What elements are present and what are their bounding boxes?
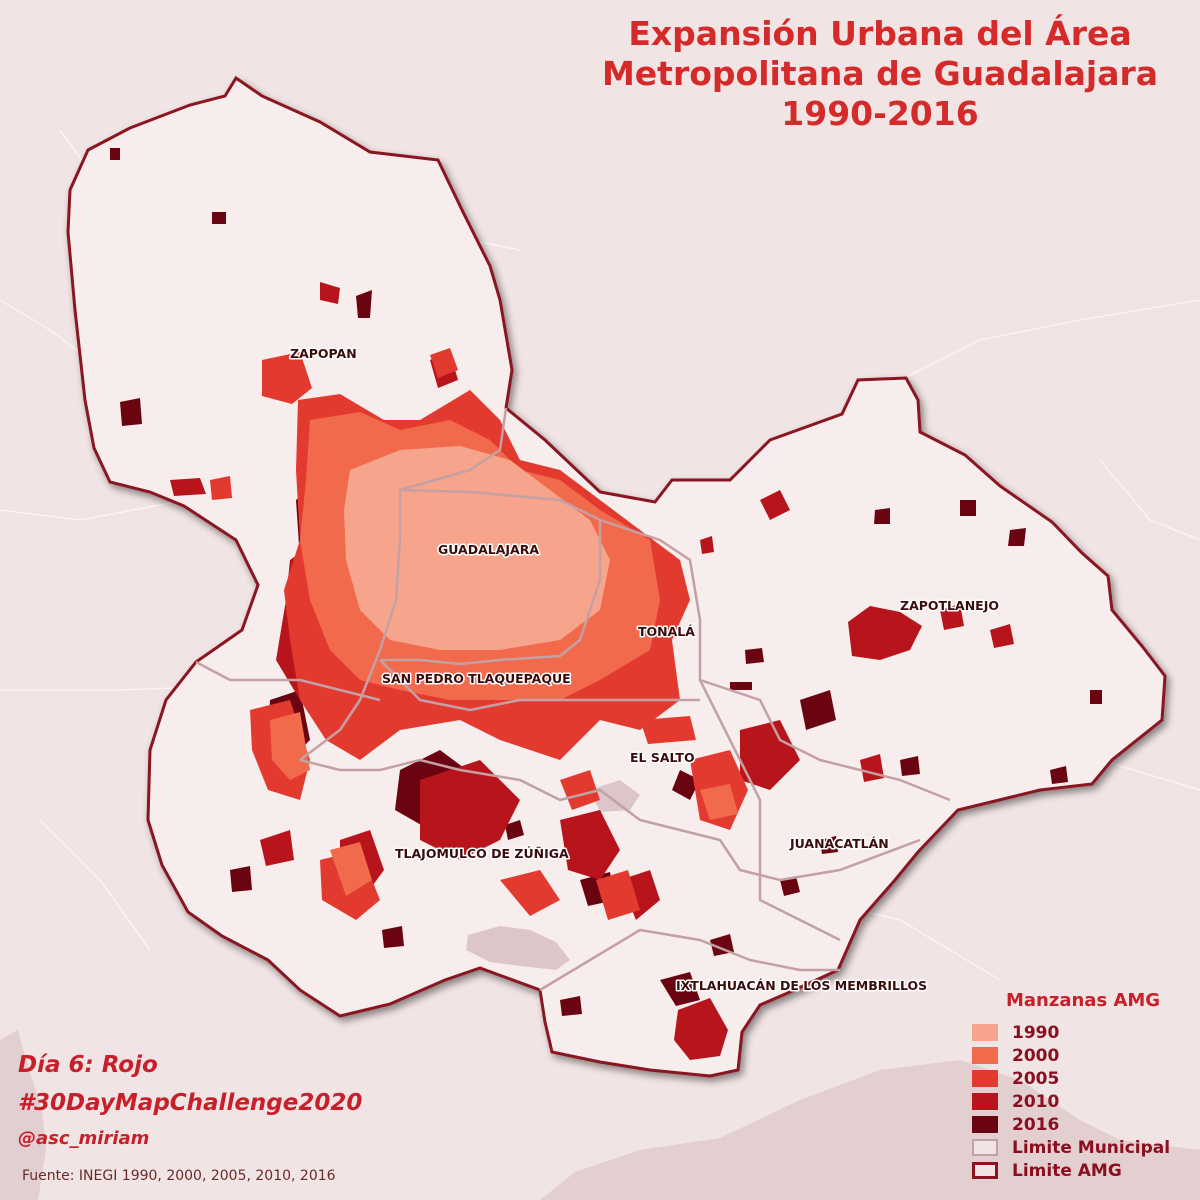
title-line-2: Metropolitana de Guadalajara bbox=[601, 54, 1159, 93]
legend-title: Manzanas AMG bbox=[1006, 990, 1161, 1011]
label-tlaquepaque: SAN PEDRO TLAQUEPAQUE bbox=[382, 671, 571, 686]
label-ixtlahuacan: IXTLAHUACÁN DE LOS MEMBRILLOS bbox=[676, 978, 927, 993]
urban-area-1990 bbox=[344, 446, 610, 650]
legend-swatch-2016 bbox=[972, 1116, 998, 1133]
legend-label-1990: 1990 bbox=[1012, 1022, 1060, 1043]
legend: Manzanas AMG 1990 2000 2005 2010 2016 Li… bbox=[966, 990, 1191, 1182]
legend-label-municipal-limit: Limite Municipal bbox=[1012, 1137, 1171, 1158]
legend-label-2005: 2005 bbox=[1012, 1068, 1060, 1089]
municipal-boundaries bbox=[195, 407, 951, 992]
legend-item-2016: 2016 bbox=[966, 1113, 1191, 1136]
label-tonala: TONALÁ bbox=[638, 624, 695, 639]
legend-swatch-1990 bbox=[972, 1024, 998, 1041]
lake-small bbox=[590, 780, 640, 812]
lake-left bbox=[0, 1030, 46, 1200]
legend-item-2010: 2010 bbox=[966, 1090, 1191, 1113]
legend-item-2000: 2000 bbox=[966, 1044, 1191, 1067]
label-zapotlanejo: ZAPOTLANEJO bbox=[900, 598, 999, 613]
credits: Día 6: Rojo #30DayMapChallenge2020 @asc_… bbox=[18, 1046, 362, 1156]
legend-swatch-municipal-limit bbox=[972, 1139, 998, 1156]
mountain-area-south bbox=[540, 1060, 1200, 1200]
map-title: Expansión Urbana del Área Metropolitana … bbox=[560, 14, 1200, 134]
challenge-day: Día 6: Rojo bbox=[18, 1052, 158, 1078]
legend-item-2005: 2005 bbox=[966, 1067, 1191, 1090]
label-el-salto: EL SALTO bbox=[630, 750, 695, 765]
label-zapopan: ZAPOPAN bbox=[290, 346, 357, 361]
label-tlajomulco: TLAJOMULCO DE ZÚÑIGA bbox=[395, 846, 569, 861]
legend-swatch-amg-limit bbox=[972, 1162, 998, 1179]
legend-label-2016: 2016 bbox=[1012, 1114, 1060, 1135]
label-juanacatlan: JUANACATLÁN bbox=[789, 836, 889, 851]
data-source: Fuente: INEGI 1990, 2000, 2005, 2010, 20… bbox=[22, 1168, 336, 1184]
legend-label-2010: 2010 bbox=[1012, 1091, 1060, 1112]
lake-cajititlan bbox=[466, 926, 570, 970]
legend-item-municipal-limit: Limite Municipal bbox=[966, 1136, 1191, 1159]
title-line-3: 1990-2016 bbox=[781, 94, 979, 133]
legend-item-1990: 1990 bbox=[966, 1021, 1191, 1044]
legend-swatch-2005 bbox=[972, 1070, 998, 1087]
author-handle: @asc_miriam bbox=[18, 1128, 150, 1149]
challenge-hashtag: #30DayMapChallenge2020 bbox=[18, 1090, 363, 1116]
legend-item-amg-limit: Limite AMG bbox=[966, 1159, 1191, 1182]
legend-label-2000: 2000 bbox=[1012, 1045, 1060, 1066]
legend-swatch-2000 bbox=[972, 1047, 998, 1064]
legend-swatch-2010 bbox=[972, 1093, 998, 1110]
legend-label-amg-limit: Limite AMG bbox=[1012, 1160, 1122, 1181]
title-line-1: Expansión Urbana del Área bbox=[628, 14, 1132, 53]
label-guadalajara: GUADALAJARA bbox=[438, 542, 539, 557]
